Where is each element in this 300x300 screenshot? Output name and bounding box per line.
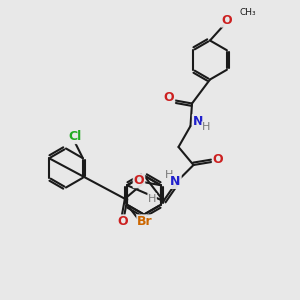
Text: N: N: [193, 115, 203, 128]
Text: O: O: [221, 14, 232, 27]
Text: O: O: [134, 174, 144, 187]
Text: H: H: [202, 122, 210, 132]
Text: Br: Br: [137, 215, 153, 228]
Text: O: O: [213, 152, 224, 166]
Text: O: O: [117, 215, 128, 228]
Text: O: O: [164, 91, 174, 104]
Text: N: N: [170, 175, 181, 188]
Text: CH₃: CH₃: [239, 8, 256, 17]
Text: Cl: Cl: [69, 130, 82, 143]
Text: H: H: [148, 194, 156, 204]
Text: H: H: [164, 170, 173, 180]
